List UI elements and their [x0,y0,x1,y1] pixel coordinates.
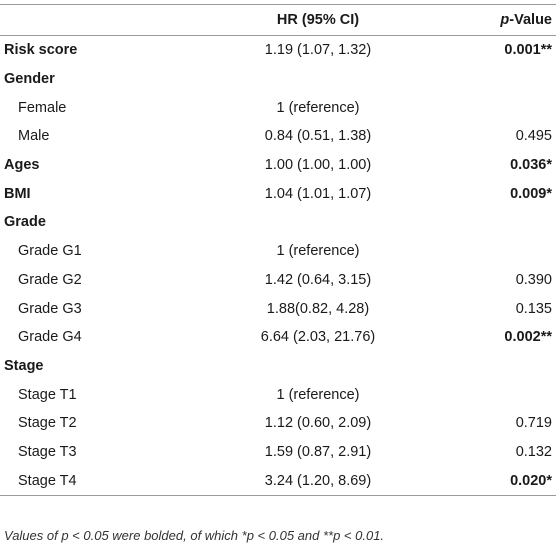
row-hr: 3.24 (1.20, 8.69) [228,466,408,497]
table-row: Female 1 (reference) [0,93,556,122]
row-p-value [408,352,556,381]
row-p-value: 0.495 [515,128,552,145]
row-hr [228,65,408,94]
row-hr [228,208,408,237]
row-hr [228,352,408,381]
row-label: BMI [4,185,31,202]
row-hr: 1.42 (0.64, 3.15) [264,271,372,288]
row-label: Stage T2 [18,415,77,432]
header-p-suffix: -Value [509,12,552,28]
table-row: Grade G3 1.88(0.82, 4.28) 0.135 [0,294,556,323]
row-label: Grade G1 [18,243,82,260]
table-row: Risk score 1.19 (1.07, 1.32) 0.001** [0,36,556,65]
row-p-value [408,380,556,409]
row-hr: 1.19 (1.07, 1.32) [264,42,372,59]
row-label: Stage [4,357,44,374]
results-table: HR (95% CI) p-Value Risk score 1.19 (1.07… [0,4,556,497]
row-hr: 1.59 (0.87, 2.91) [264,443,372,460]
table-row: BMI 1.04 (1.01, 1.07) 0.009* [0,179,556,208]
row-p-value: 0.009* [510,185,552,202]
row-p-value: 0.135 [515,300,552,317]
row-p-value: 0.719 [515,415,552,432]
row-hr: 1 (reference) [276,243,360,260]
row-label: Grade G3 [18,300,82,317]
row-hr: 1 (reference) [276,99,360,116]
table-header: HR (95% CI) p-Value [0,4,556,36]
table-row: Grade [0,208,556,237]
row-label: Stage T1 [18,386,77,403]
row-p-value: 0.002** [504,329,552,346]
row-label: Stage T3 [18,443,77,460]
row-label: Grade G4 [18,329,82,346]
header-p-value: p-Value [408,4,556,36]
table-row: Grade G2 1.42 (0.64, 3.15) 0.390 [0,266,556,295]
row-label: Gender [4,71,55,88]
row-p-value: 0.132 [515,443,552,460]
header-p-italic: p [500,12,510,28]
table-row: Grade G4 6.64 (2.03, 21.76) 0.002** [0,323,556,352]
table-row: Stage T1 1 (reference) [0,380,556,409]
row-p-value: 0.020* [408,466,556,497]
row-hr: 1.88(0.82, 4.28) [266,300,370,317]
row-label: Grade [4,214,46,231]
row-label: Risk score [4,42,78,59]
row-p-value: 0.390 [515,271,552,288]
table-row: Ages 1.00 (1.00, 1.00) 0.036* [0,151,556,180]
row-p-value [408,237,556,266]
header-variable [0,4,228,36]
row-hr: 0.84 (0.51, 1.38) [264,128,372,145]
row-label: Grade G2 [18,271,82,288]
row-hr: 6.64 (2.03, 21.76) [260,329,376,346]
row-p-value: 0.001** [504,42,552,59]
table-row: Stage T2 1.12 (0.60, 2.09) 0.719 [0,409,556,438]
row-p-value [408,208,556,237]
table-row: Stage [0,352,556,381]
row-p-value: 0.036* [510,157,552,174]
table-body: Risk score 1.19 (1.07, 1.32) 0.001** Gender… [0,36,556,497]
row-p-value [408,93,556,122]
row-label: Ages [4,157,40,174]
row-hr: 1 (reference) [276,386,360,403]
row-hr: 1.12 (0.60, 2.09) [264,415,372,432]
row-hr: 1.04 (1.01, 1.07) [264,185,372,202]
table-row: Gender [0,65,556,94]
header-row: HR (95% CI) p-Value [0,4,556,36]
table-row: Grade G1 1 (reference) [0,237,556,266]
table-row: Stage T4 3.24 (1.20, 8.69) 0.020* [0,466,556,497]
row-p-value [408,65,556,94]
table-row: Stage T3 1.59 (0.87, 2.91) 0.132 [0,438,556,467]
table-footnote: Values of p < 0.05 were bolded, of which… [4,528,385,543]
row-label: Male [18,128,50,145]
row-label: Female [18,99,67,116]
row-label: Stage T4 [0,466,228,497]
row-hr: 1.00 (1.00, 1.00) [264,157,372,174]
table-row: Male 0.84 (0.51, 1.38) 0.495 [0,122,556,151]
header-hr: HR (95% CI) [228,4,408,36]
